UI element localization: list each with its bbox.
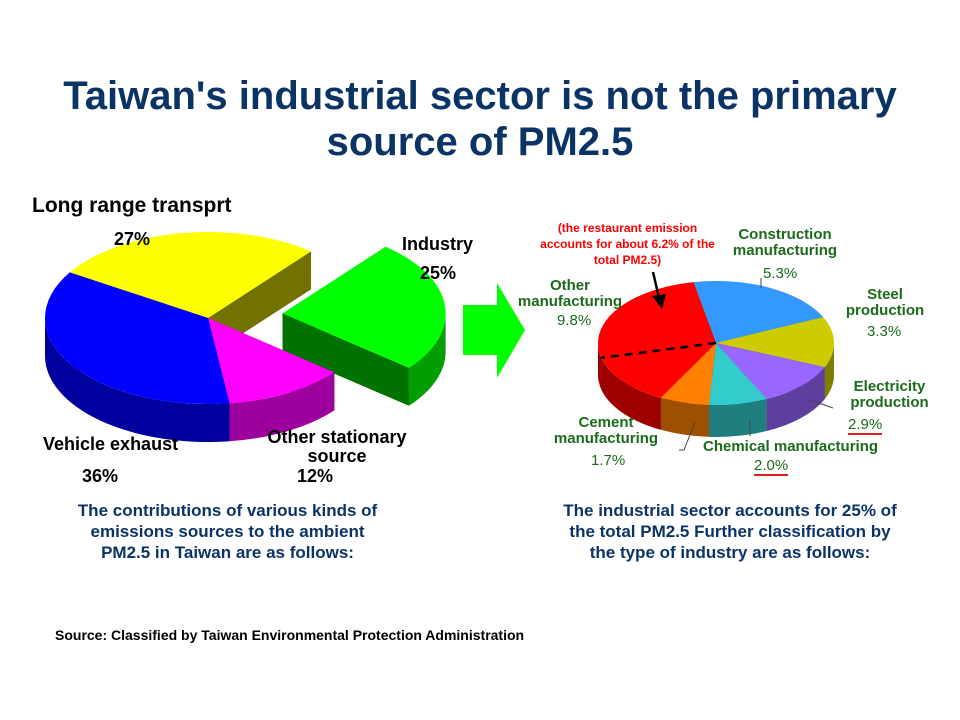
right-pie-slice-construction-manufacturing <box>693 281 824 343</box>
right-pie-slice-steel-production <box>716 317 834 368</box>
left-pie-slice-side <box>44 318 230 442</box>
label-electricity: Electricity production <box>850 378 929 411</box>
right-caption: The industrial sector accounts for 25% o… <box>563 501 897 562</box>
right-pie-slice-chemical-manufacturing <box>709 343 767 405</box>
annotation-arrow-head <box>652 294 666 309</box>
label-other-manufacturing: Other manufacturing <box>517 277 623 310</box>
right-pie-slice-side <box>824 343 834 400</box>
left-pie-slice-vehicle-exhaust <box>44 272 230 404</box>
right-pie-slice-side <box>598 343 661 430</box>
right-pie-slice-side <box>709 399 767 437</box>
right-pie-slice-cement-manufacturing <box>660 343 716 405</box>
pct-construction: 5.3% <box>763 265 798 282</box>
label-chemical: Chemical manufacturing <box>703 438 879 455</box>
pct-industry: 25% <box>420 263 457 283</box>
right-pie-slice-side <box>660 397 710 437</box>
pct-long-range: 27% <box>114 229 151 249</box>
label-long-range: Long range transprt <box>32 194 232 217</box>
right-pie-slice-electricity-production <box>716 343 825 400</box>
left-caption: The contributions of various kinds of em… <box>77 501 378 562</box>
pct-chemical: 2.0% <box>754 457 789 476</box>
pct-other-stationary: 12% <box>297 466 334 486</box>
title-line-1: Taiwan's industrial sector is not the pr… <box>63 74 897 118</box>
right-arrow-icon <box>463 283 525 378</box>
restaurant-split-line <box>599 341 717 360</box>
annotation-arrow-shaft <box>651 271 661 299</box>
pct-electricity: 2.9% <box>848 416 883 435</box>
left-pie-slice-industry <box>282 246 446 368</box>
label-other-stationary: Other stationary source <box>267 427 407 466</box>
label-vehicle: Vehicle exhaust <box>43 434 179 454</box>
title-line-2: source of PM2.5 <box>326 120 634 164</box>
leader-cement <box>679 421 696 451</box>
restaurant-annotation: (the restaurant emission accounts for ab… <box>540 221 715 267</box>
pct-steel: 3.3% <box>867 323 902 340</box>
left-pie-slice-long-range-transprt <box>69 232 312 318</box>
leader-electricity <box>809 399 834 409</box>
pct-cement: 1.7% <box>591 452 626 469</box>
right-pie-slice-other-manufacturing <box>598 282 716 398</box>
left-pie-slice-other-stationary-source <box>208 318 335 404</box>
pct-vehicle: 36% <box>82 466 119 486</box>
left-pie-slice-wall <box>282 313 409 406</box>
label-construction: Construction manufacturing <box>732 226 838 259</box>
left-pie-slice-side <box>408 313 446 406</box>
left-pie-slice-side <box>229 372 335 442</box>
pct-other-manufacturing: 9.8% <box>557 312 592 329</box>
label-steel: Steel production <box>845 286 925 319</box>
slide-title: Taiwan's industrial sector is not the pr… <box>0 73 960 165</box>
source-note: Source: Classified by Taiwan Environment… <box>55 627 525 643</box>
right-pie-slice-side <box>766 367 825 432</box>
label-cement: Cement manufacturing <box>553 414 659 447</box>
label-industry: Industry <box>402 234 474 254</box>
